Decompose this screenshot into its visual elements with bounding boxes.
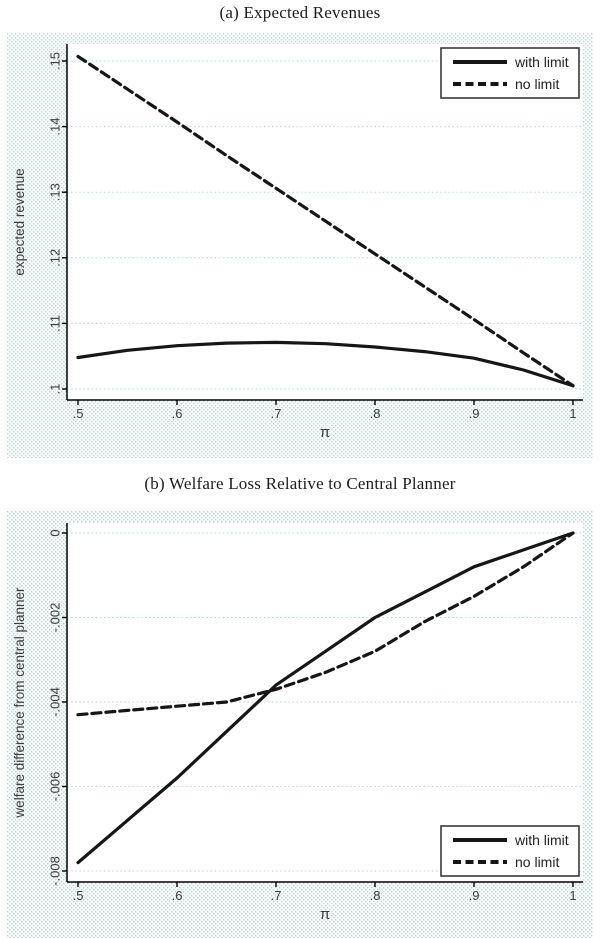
svg-text:.13: .13 bbox=[47, 183, 62, 201]
svg-text:.7: .7 bbox=[271, 888, 282, 903]
svg-text:.14: .14 bbox=[47, 118, 62, 136]
svg-text:.6: .6 bbox=[172, 888, 183, 903]
svg-text:expected revenue: expected revenue bbox=[12, 168, 27, 275]
expected-revenues-chart: .1 .11 .12 .13 .14 .15 .5 .6 .7 .8 .9 1 expected rev… bbox=[7, 33, 593, 458]
svg-text:with limit: with limit bbox=[514, 54, 569, 70]
svg-text:.5: .5 bbox=[73, 406, 84, 421]
svg-text:.15: .15 bbox=[47, 52, 62, 70]
svg-text:-.008: -.008 bbox=[47, 856, 62, 886]
svg-text:.12: .12 bbox=[47, 249, 62, 267]
svg-text:no limit: no limit bbox=[515, 76, 559, 92]
svg-text:π: π bbox=[320, 906, 330, 923]
svg-text:with limit: with limit bbox=[514, 832, 569, 848]
chart-canvas-1: 0 -.002 -.004 -.006 -.008 .5 .6 .7 .8 .9 1 welfare … bbox=[7, 511, 593, 938]
svg-text:.9: .9 bbox=[469, 406, 480, 421]
svg-text:.7: .7 bbox=[271, 406, 282, 421]
panel-b-title: (b) Welfare Loss Relative to Central Pla… bbox=[144, 474, 456, 493]
svg-text:.11: .11 bbox=[47, 315, 62, 332]
svg-text:.5: .5 bbox=[73, 888, 84, 903]
svg-text:0: 0 bbox=[47, 529, 62, 536]
svg-text:.6: .6 bbox=[172, 406, 183, 421]
welfare-loss-chart: 0 -.002 -.004 -.006 -.008 .5 .6 .7 .8 .9 1 welfare … bbox=[7, 511, 593, 938]
svg-text:1: 1 bbox=[569, 888, 576, 903]
svg-text:-.006: -.006 bbox=[47, 772, 62, 802]
svg-text:.8: .8 bbox=[370, 888, 381, 903]
chart-canvas-0: .1 .11 .12 .13 .14 .15 .5 .6 .7 .8 .9 1 expected rev… bbox=[7, 33, 593, 458]
svg-text:no limit: no limit bbox=[515, 854, 559, 870]
panel-a-title: (a) Expected Revenues bbox=[219, 3, 381, 22]
svg-text:.9: .9 bbox=[469, 888, 480, 903]
svg-text:-.004: -.004 bbox=[47, 687, 62, 717]
svg-text:1: 1 bbox=[569, 406, 576, 421]
svg-text:welfare difference from centra: welfare difference from central planner bbox=[12, 587, 27, 819]
svg-text:-.002: -.002 bbox=[47, 603, 62, 633]
svg-text:π: π bbox=[320, 424, 330, 441]
svg-text:.1: .1 bbox=[47, 384, 62, 395]
svg-text:.8: .8 bbox=[370, 406, 381, 421]
